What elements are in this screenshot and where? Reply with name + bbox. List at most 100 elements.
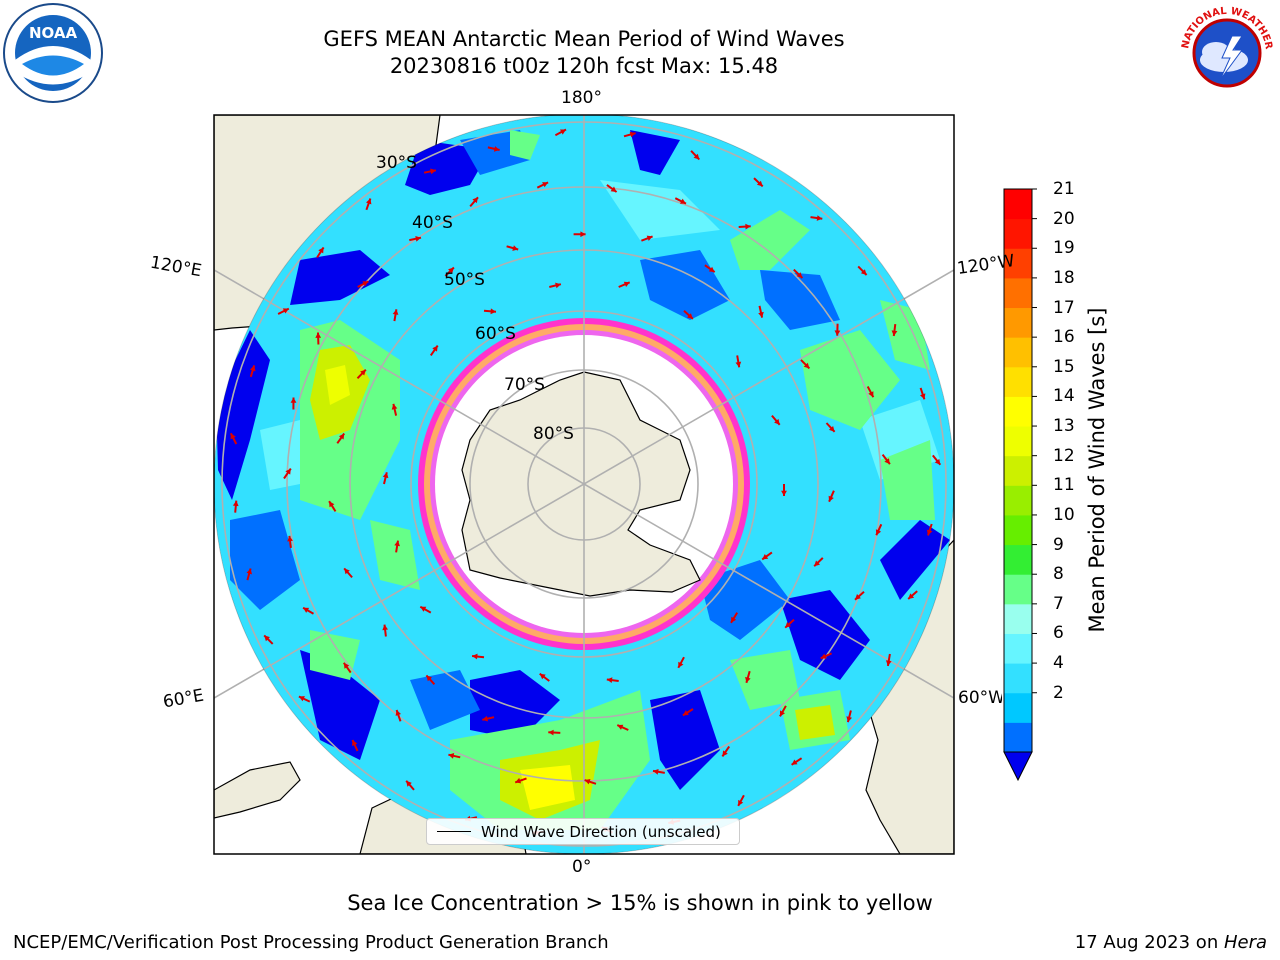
direction-arrow-head: [738, 799, 744, 806]
colorbar-tick-label: 16: [1053, 327, 1075, 348]
direction-arrow-head: [395, 710, 401, 716]
lat-label-50s: 50°S: [444, 270, 485, 290]
direction-arrow-head: [493, 146, 500, 152]
direction-arrow-head: [758, 311, 764, 318]
colorbar-segment: [1004, 455, 1032, 486]
direction-arrow-head: [828, 495, 834, 502]
graticule: [214, 115, 954, 854]
direction-arrow-head: [430, 168, 436, 175]
colorbar-segment: [1004, 485, 1032, 516]
direction-arrow-head: [908, 593, 915, 599]
direction-arrow-head: [735, 361, 742, 368]
direction-arrow-head: [542, 182, 549, 188]
lon-label-0: 0°: [572, 857, 592, 877]
direction-arrow-head: [232, 500, 239, 507]
direction-arrow-head: [382, 472, 389, 479]
direction-arrow-head: [318, 247, 324, 254]
footer-organization: NCEP/EMC/Verification Post Processing Pr…: [13, 932, 609, 953]
direction-arrow-head: [791, 759, 798, 765]
colorbar-segment: [1004, 574, 1032, 605]
direction-arrow-head: [285, 468, 291, 475]
direction-arrow-head: [360, 369, 366, 376]
direction-arrow-head: [653, 769, 659, 775]
direction-arrow-head: [432, 345, 438, 352]
direction-arrow-head: [539, 673, 546, 680]
direction-arrow-head: [394, 540, 400, 547]
land-madagascar: [214, 761, 301, 819]
direction-arrow-head: [796, 272, 803, 278]
direction-arrow-head: [680, 198, 686, 204]
colorbar-label: Mean Period of Wind Waves [s]: [1085, 307, 1109, 633]
noaa-logo-icon: NOAA: [3, 3, 103, 103]
direction-arrow-head: [282, 308, 289, 314]
direction-arrow-head: [490, 308, 496, 315]
direction-arrow-head: [264, 635, 270, 642]
legend-text: Wind Wave Direction (unscaled): [481, 822, 721, 841]
direction-arrow-head: [781, 490, 787, 496]
colorbar-segment: [1004, 337, 1032, 368]
direction-arrow-head: [560, 129, 566, 135]
lat-label-70s: 70°S: [504, 375, 545, 395]
direction-arrow-head: [828, 426, 835, 432]
lat-label-30s: 30°S: [376, 153, 417, 173]
direction-arrow-head: [426, 675, 432, 682]
colorbar-segment: [1004, 396, 1032, 427]
land-antarctica: [461, 371, 701, 597]
direction-arrow-head: [287, 535, 293, 542]
direction-arrow-head: [722, 750, 728, 757]
direction-arrow-head: [731, 616, 737, 623]
direction-arrow-head: [512, 245, 519, 251]
noaa-logo-text: NOAA: [29, 24, 78, 42]
direction-arrow-head: [392, 309, 399, 315]
colorbar-tick-label: 21: [1053, 179, 1075, 199]
chart-subtitle: 20230816 t00z 120h fcst Max: 15.48: [389, 54, 779, 78]
direction-arrow-head: [860, 269, 867, 275]
direction-arrow-head: [926, 529, 933, 536]
direction-arrow-head: [555, 282, 561, 289]
direction-arrow-head: [548, 729, 554, 736]
direction-arrow-head: [803, 362, 810, 369]
direction-arrow-head: [814, 560, 820, 567]
direction-arrow-head: [745, 223, 751, 230]
direction-arrow-head: [708, 266, 715, 273]
colorbar-tick-label: 12: [1053, 445, 1075, 466]
direction-arrow-head: [230, 433, 236, 440]
lon-label-180: 180°: [561, 88, 602, 108]
colorbar-extend-triangle: [1003, 751, 1033, 782]
colorbar-segment: [1004, 514, 1032, 546]
colorbar-tick-label: 10: [1053, 504, 1075, 525]
direction-arrow-head: [820, 653, 827, 659]
colorbar-segment: [1004, 633, 1032, 664]
direction-arrow-head: [338, 433, 345, 440]
direction-arrow-head: [623, 281, 630, 287]
map-frame: [213, 114, 955, 855]
footer-date-text: 17 Aug 2023 on: [1074, 932, 1224, 953]
direction-arrow-head: [884, 458, 890, 465]
direction-arrow-head: [617, 724, 624, 730]
direction-arrow-head: [344, 568, 350, 575]
colorbar-tick-label: 18: [1053, 267, 1075, 288]
direction-arrow-head: [352, 740, 358, 746]
lat-label-80s: 80°S: [533, 424, 574, 444]
direction-arrow-head: [646, 235, 653, 241]
direction-arrow-head: [678, 661, 684, 668]
colorbar-frame: [1003, 188, 1033, 753]
direction-arrow-head: [785, 622, 791, 628]
direction-arrow-head: [246, 568, 252, 575]
colorbar-tick-label: 17: [1053, 297, 1075, 318]
colorbar-tick-label: 4: [1053, 653, 1064, 674]
direction-arrow-head: [303, 607, 310, 613]
legend-line-sample: [437, 831, 471, 832]
direction-arrow-head: [774, 418, 780, 425]
colorbar-segment: [1004, 692, 1032, 723]
nws-logo-icon: NATIONAL WEATHER SERVICE: [1176, 2, 1276, 102]
lat-label-60s: 60°S: [475, 324, 516, 344]
direction-arrow-head: [629, 131, 636, 138]
direction-arrow-head: [934, 458, 941, 465]
direction-arrow-head: [855, 594, 861, 600]
direction-arrow-head: [816, 215, 823, 221]
direction-arrow-head: [687, 313, 693, 319]
direction-arrow-head: [891, 330, 898, 336]
direction-arrow-head: [745, 676, 751, 683]
direction-arrow-head: [846, 716, 852, 723]
